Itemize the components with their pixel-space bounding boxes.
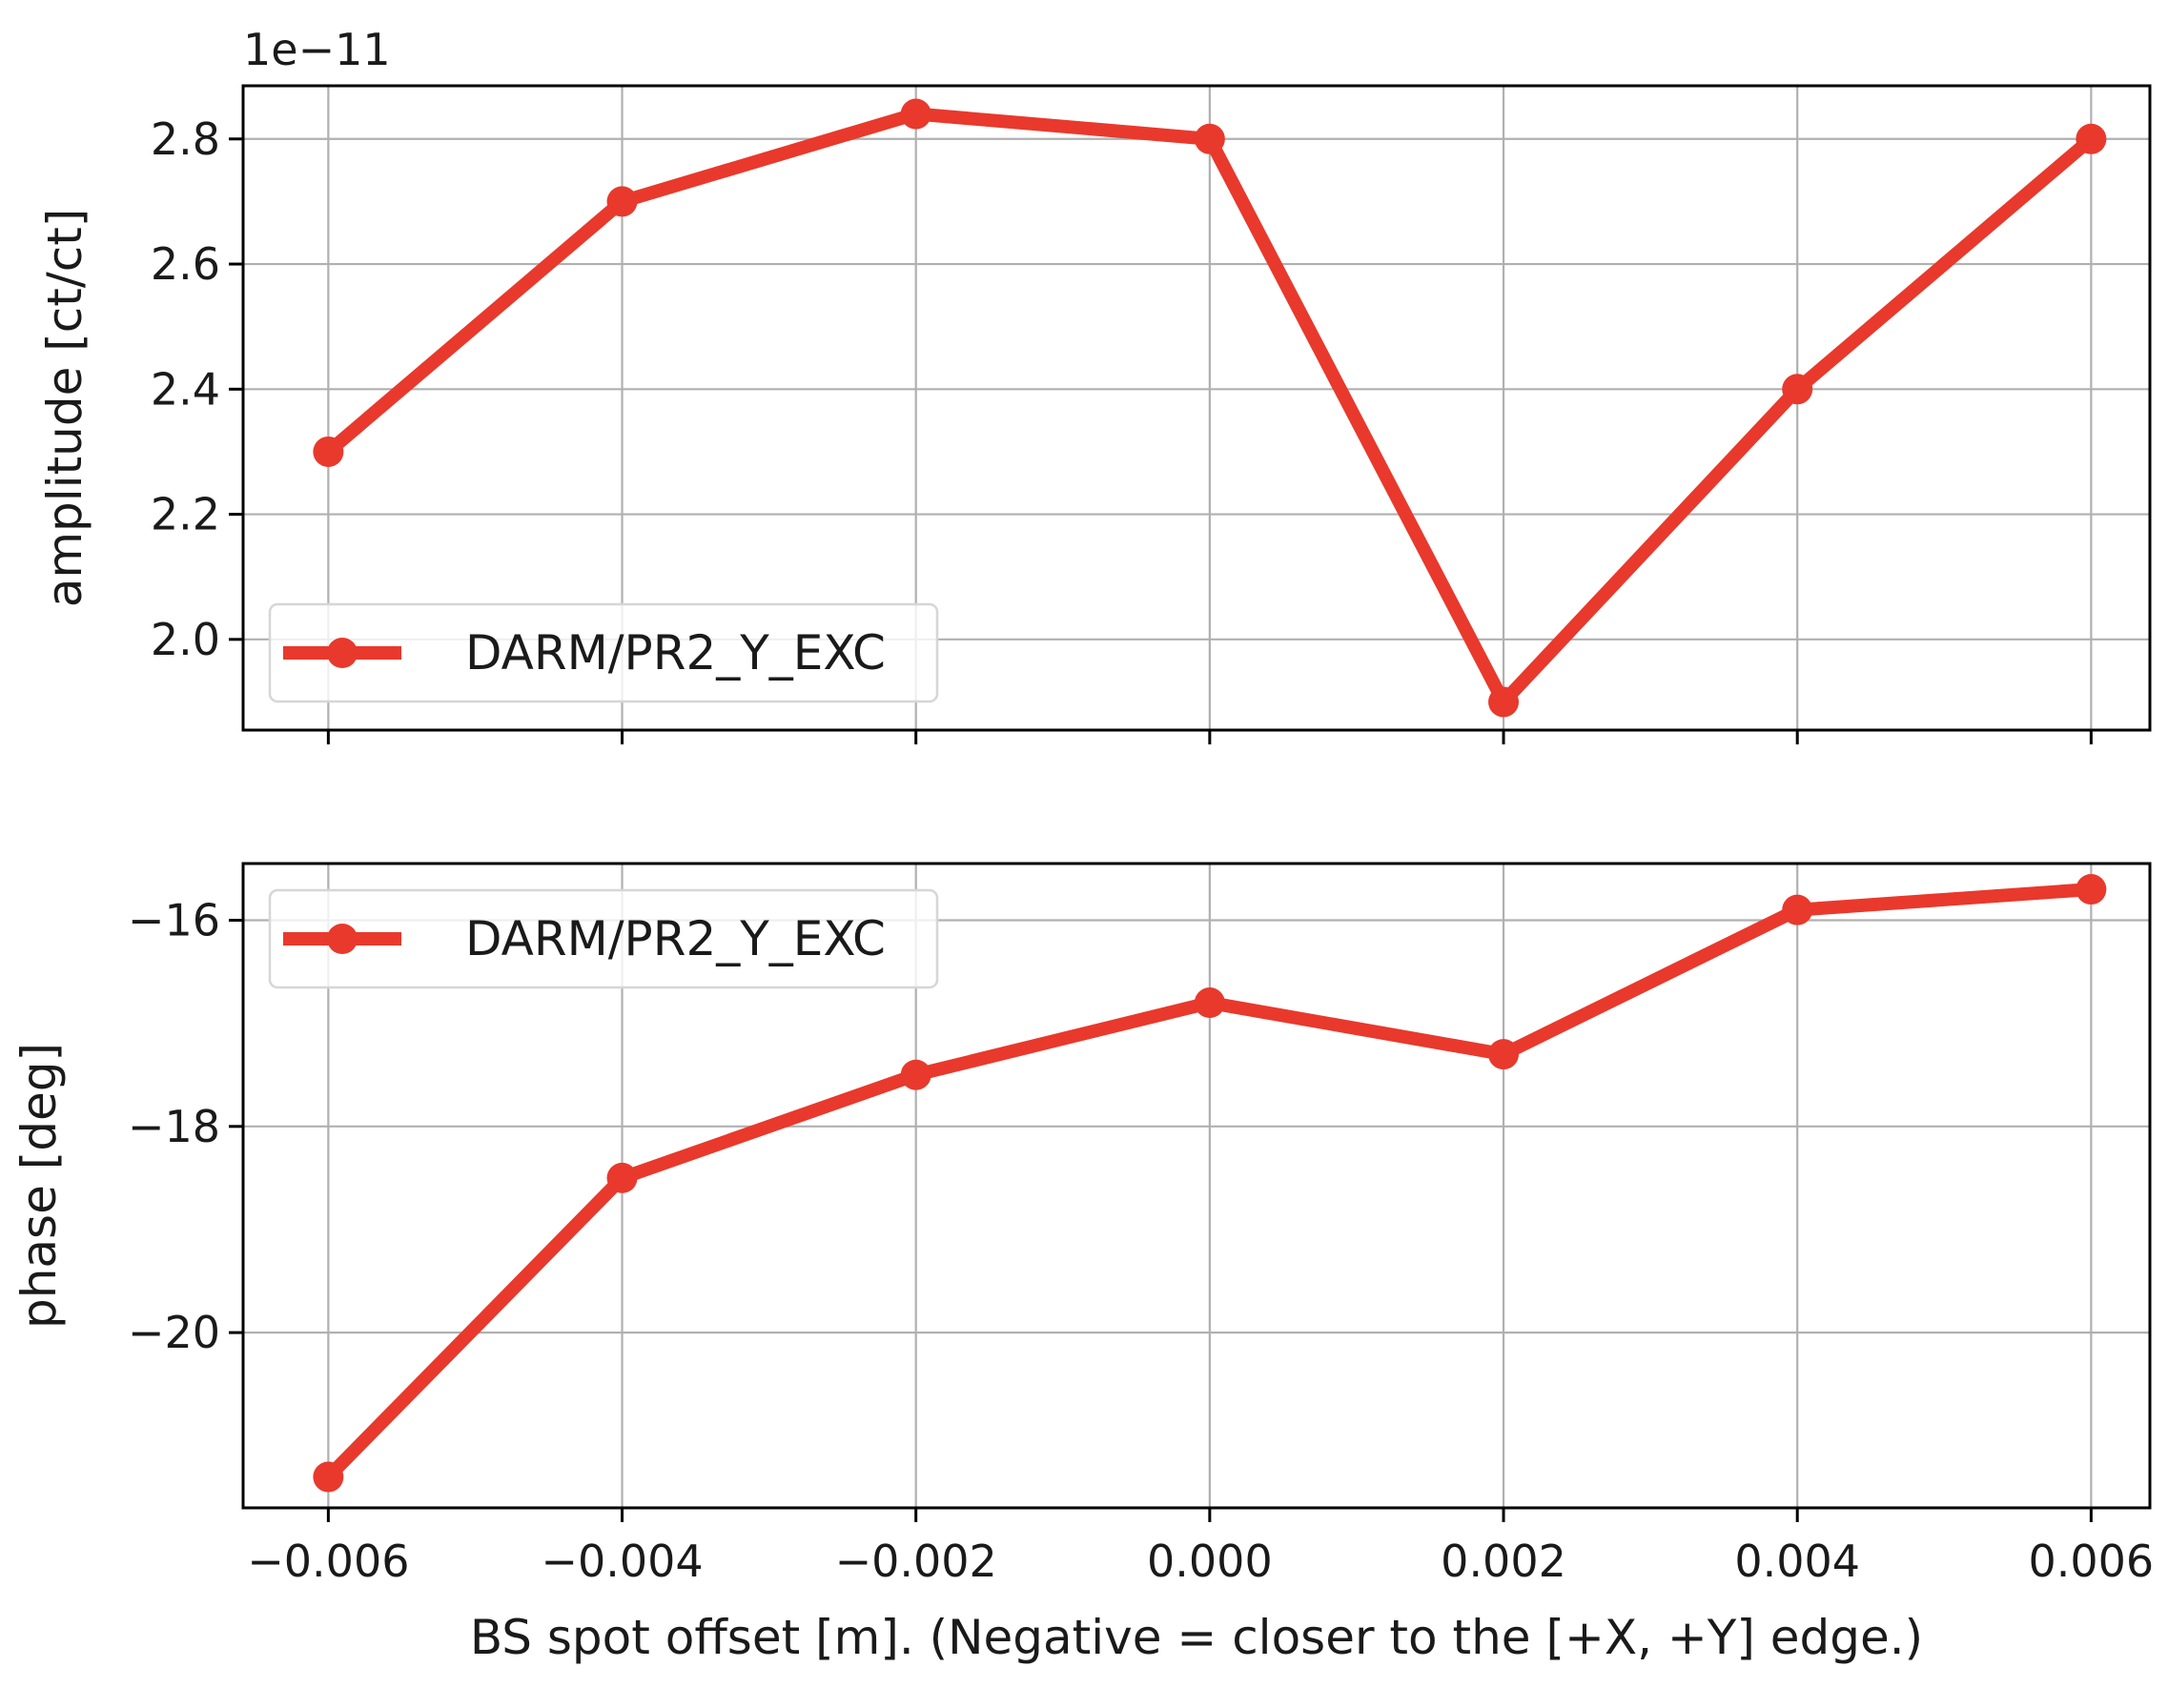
data-point bbox=[606, 186, 638, 217]
y-tick-label: 2.8 bbox=[151, 113, 220, 165]
legend: DARM/PR2_Y_EXC bbox=[268, 888, 939, 989]
legend: DARM/PR2_Y_EXC bbox=[268, 602, 939, 703]
data-point bbox=[1782, 894, 1813, 925]
data-point bbox=[313, 1461, 344, 1493]
x-axis-label: BS spot offset [m]. (Negative = closer t… bbox=[470, 1610, 1923, 1665]
x-tick-label: −0.006 bbox=[247, 1535, 409, 1587]
legend-label: DARM/PR2_Y_EXC bbox=[465, 625, 886, 681]
y-tick-label: 2.4 bbox=[151, 363, 220, 415]
amplitude-subplot: 2.0 2.2 2.4 2.6 2.8 1e−11 amplitude [ct/ct] DAR… bbox=[37, 24, 2152, 744]
x-tick-label: 0.002 bbox=[1441, 1535, 1566, 1587]
data-point bbox=[1194, 987, 1225, 1019]
data-point bbox=[900, 1059, 931, 1090]
y-tick-label: 2.2 bbox=[151, 489, 220, 540]
data-point bbox=[1488, 1039, 1520, 1070]
data-point bbox=[2076, 874, 2107, 905]
y-tick-label: −20 bbox=[128, 1307, 220, 1358]
legend-label: DARM/PR2_Y_EXC bbox=[465, 911, 886, 966]
x-tick-label: 0.004 bbox=[1734, 1535, 1860, 1587]
y-axis-label: amplitude [ct/ct] bbox=[37, 209, 92, 608]
axes-frame bbox=[241, 84, 2152, 732]
phase-subplot: −0.006 −0.004 −0.002 0.000 0.002 0.004 0.006 −2… bbox=[11, 862, 2155, 1665]
x-tick-label: −0.004 bbox=[541, 1535, 703, 1587]
legend-marker-swatch bbox=[327, 638, 358, 668]
data-point bbox=[1194, 123, 1225, 154]
data-point bbox=[2076, 123, 2107, 154]
y-axis-label: phase [deg] bbox=[11, 1043, 67, 1329]
y-tick-label: −16 bbox=[128, 894, 220, 946]
x-tick-label: 0.006 bbox=[2029, 1535, 2155, 1587]
data-point bbox=[1488, 686, 1520, 718]
y-offset-text: 1e−11 bbox=[243, 24, 391, 75]
data-point bbox=[606, 1162, 638, 1193]
data-point bbox=[1782, 374, 1813, 405]
axes-frame bbox=[241, 862, 2152, 1510]
y-tick-label: 2.0 bbox=[151, 614, 220, 665]
legend-marker-swatch bbox=[327, 924, 358, 954]
x-tick-label: −0.002 bbox=[835, 1535, 997, 1587]
data-point bbox=[313, 436, 344, 467]
y-tick-label: 2.6 bbox=[151, 238, 220, 290]
x-tick-label: 0.000 bbox=[1147, 1535, 1273, 1587]
legend-box bbox=[268, 602, 939, 703]
data-point bbox=[900, 98, 931, 130]
legend-box bbox=[268, 888, 939, 989]
y-tick-label: −18 bbox=[128, 1101, 220, 1152]
